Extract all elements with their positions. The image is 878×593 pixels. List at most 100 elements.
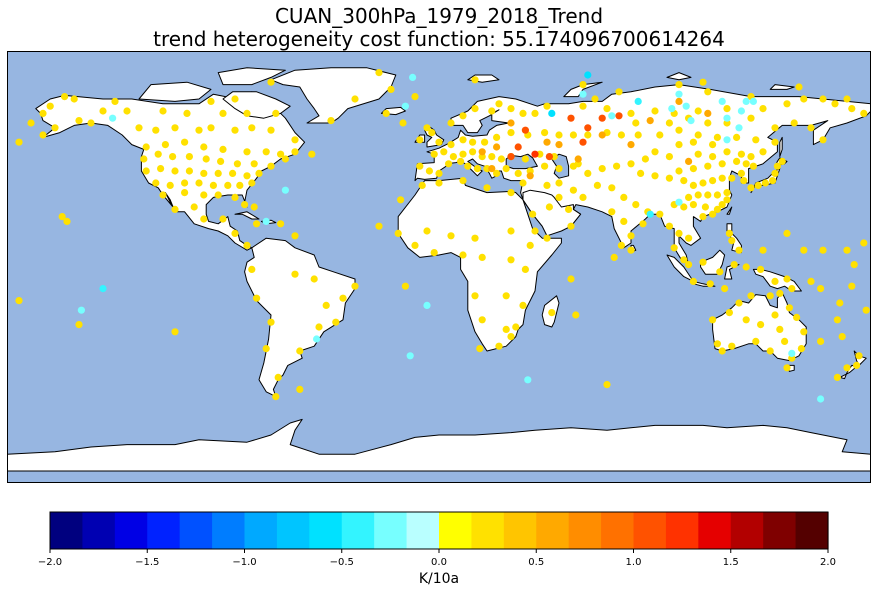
station-marker [248, 179, 256, 187]
colorbar-label: K/10a [419, 571, 459, 587]
station-marker [665, 153, 674, 161]
station-marker [699, 258, 707, 266]
station-marker [742, 160, 750, 168]
station-marker [766, 292, 774, 300]
station-marker [39, 109, 47, 117]
station-marker [761, 179, 770, 187]
station-marker [464, 162, 472, 170]
station-marker [291, 148, 299, 156]
station-marker [541, 129, 549, 137]
station-marker [387, 85, 395, 93]
station-marker [838, 333, 846, 341]
station-marker [512, 323, 520, 331]
station-marker [704, 88, 712, 96]
station-marker [440, 148, 448, 156]
station-marker [771, 277, 779, 285]
station-marker [166, 181, 174, 189]
station-marker [699, 179, 707, 187]
station-marker [680, 256, 688, 264]
station-marker [613, 162, 621, 170]
station-marker [241, 201, 249, 209]
station-marker [584, 169, 592, 177]
station-marker [236, 181, 244, 189]
station-marker [61, 93, 69, 101]
colorbar-tick-label: −2.0 [38, 557, 62, 568]
station-marker [733, 157, 741, 165]
station-marker [617, 131, 626, 139]
station-marker [171, 124, 179, 132]
station-marker [75, 117, 83, 125]
station-marker [135, 124, 143, 132]
station-marker [689, 181, 698, 189]
station-marker [291, 136, 299, 144]
station-marker [742, 97, 750, 105]
station-marker [478, 148, 486, 156]
station-marker [555, 165, 563, 173]
station-marker [706, 280, 714, 288]
station-marker [728, 342, 736, 350]
station-marker [248, 124, 256, 132]
station-marker [819, 95, 827, 103]
station-marker [99, 285, 107, 293]
landmass-greenland [270, 67, 397, 124]
station-marker [627, 160, 635, 168]
station-marker [723, 196, 731, 204]
station-marker [224, 181, 232, 189]
station-marker [735, 124, 743, 132]
colorbar-cell [763, 512, 797, 549]
station-marker [416, 136, 424, 144]
station-marker [634, 97, 642, 105]
station-marker [481, 138, 489, 146]
chart-title: CUAN_300hPa_1979_2018_Trend [274, 4, 604, 28]
colorbar-cell [147, 512, 181, 549]
station-marker [545, 203, 554, 211]
station-marker [428, 129, 436, 137]
station-marker [123, 107, 131, 115]
station-marker [219, 109, 227, 117]
station-marker [685, 234, 693, 242]
station-marker [77, 306, 85, 314]
colorbar-cell [276, 512, 310, 549]
station-marker [853, 361, 861, 369]
station-marker [771, 138, 779, 146]
station-marker [253, 294, 261, 302]
station-marker [27, 119, 35, 127]
station-marker [689, 138, 698, 146]
station-marker [752, 136, 760, 144]
station-marker [733, 133, 741, 141]
station-marker [375, 222, 383, 230]
station-marker [459, 251, 467, 259]
station-marker [152, 126, 160, 134]
station-marker [620, 217, 628, 225]
station-marker [555, 179, 563, 187]
station-marker [783, 364, 791, 372]
colorbar-cell [179, 512, 213, 549]
station-marker [543, 234, 551, 242]
station-marker [639, 220, 647, 228]
station-marker [181, 138, 189, 146]
station-marker [591, 95, 599, 103]
station-marker [797, 345, 806, 353]
station-marker [627, 246, 635, 254]
station-marker [833, 316, 842, 324]
colorbar-cell [601, 512, 635, 549]
station-marker [159, 191, 167, 199]
station-marker [555, 193, 563, 201]
colorbar-cell [244, 512, 278, 549]
station-marker [181, 189, 189, 197]
station-marker [267, 78, 275, 86]
colorbar-tick-label: 2.0 [820, 557, 836, 568]
station-marker [742, 263, 750, 271]
station-marker [200, 215, 208, 223]
landmass-arabia [522, 189, 582, 237]
station-marker [483, 184, 491, 192]
station-marker [255, 169, 263, 177]
station-marker [507, 105, 515, 113]
station-marker [435, 169, 443, 177]
station-marker [183, 109, 191, 117]
station-marker [291, 270, 299, 278]
station-marker [737, 107, 746, 115]
station-marker [632, 201, 640, 209]
station-marker [584, 131, 592, 139]
colorbar-cell [374, 512, 408, 549]
